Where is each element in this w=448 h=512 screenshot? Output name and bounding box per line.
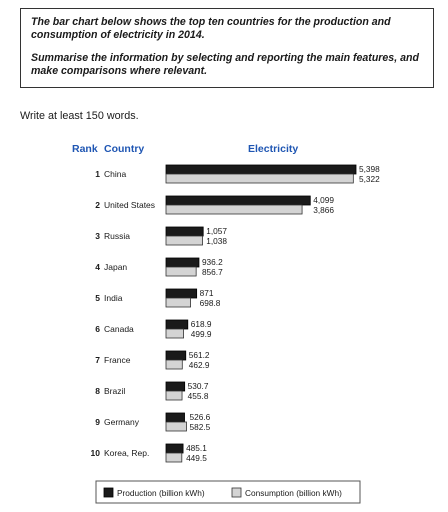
production-bar [165, 381, 186, 392]
rank-header: Rank [72, 143, 98, 155]
country-header: Country [104, 143, 144, 155]
country-label: Germany [104, 417, 140, 427]
production-value-label: 5,398 [359, 164, 380, 174]
rank-label: 3 [95, 231, 100, 241]
production-value-label: 561.2 [189, 350, 210, 360]
country-label: India [104, 293, 123, 303]
consumption-bar [165, 266, 197, 277]
consumption-bar [165, 390, 183, 401]
consumption-bar [165, 421, 187, 432]
consumption-bar [165, 452, 183, 463]
consumption-value-label: 1,038 [206, 236, 227, 246]
country-label: United States [104, 200, 155, 210]
task-prompt-box: The bar chart below shows the top ten co… [20, 8, 434, 88]
production-value-label: 871 [200, 288, 214, 298]
consumption-bar [165, 297, 191, 308]
consumption-value-label: 499.9 [191, 329, 212, 339]
electricity-header: Electricity [248, 143, 298, 155]
task-instructions: Summarise the information by selecting a… [31, 52, 419, 77]
legend-production-label: Production (billion kWh) [117, 488, 205, 498]
legend-consumption-label: Consumption (billion kWh) [245, 488, 342, 498]
consumption-value-label: 856.7 [202, 267, 223, 277]
production-value-label: 936.2 [202, 257, 223, 267]
production-bar [165, 164, 357, 175]
rank-label: 4 [95, 262, 100, 272]
production-bar [165, 319, 189, 330]
country-label: Brazil [104, 386, 125, 396]
consumption-bar [165, 328, 184, 339]
consumption-value-label: 462.9 [189, 360, 210, 370]
production-value-label: 485.1 [186, 443, 207, 453]
consumption-value-label: 582.5 [190, 422, 211, 432]
rank-label: 2 [95, 200, 100, 210]
consumption-bar [165, 204, 303, 215]
task-description: The bar chart below shows the top ten co… [31, 16, 391, 41]
rank-label: 5 [95, 293, 100, 303]
consumption-bar [165, 173, 354, 184]
production-bar [165, 350, 187, 361]
production-bar [165, 257, 200, 268]
consumption-value-label: 455.8 [188, 391, 209, 401]
consumption-value-label: 449.5 [186, 453, 207, 463]
legend-production-swatch [103, 487, 114, 498]
country-label: Japan [104, 262, 127, 272]
production-value-label: 526.6 [190, 412, 211, 422]
production-bar [165, 288, 198, 299]
consumption-value-label: 698.8 [200, 298, 221, 308]
production-value-label: 1,057 [206, 226, 227, 236]
legend-consumption-swatch [231, 487, 242, 498]
word-count-instruction: Write at least 150 words. [20, 110, 139, 122]
country-label: Canada [104, 324, 134, 334]
consumption-value-label: 5,322 [359, 174, 380, 184]
production-bar [165, 443, 184, 454]
rank-label: 8 [95, 386, 100, 396]
consumption-bar [165, 235, 203, 246]
consumption-value-label: 3,866 [313, 205, 334, 215]
production-bar [165, 195, 311, 206]
production-value-label: 4,099 [313, 195, 334, 205]
rank-label: 10 [91, 448, 101, 458]
country-label: France [104, 355, 131, 365]
production-bar [165, 412, 185, 423]
rank-label: 9 [95, 417, 100, 427]
consumption-bar [165, 359, 183, 370]
country-label: China [104, 169, 126, 179]
rank-label: 1 [95, 169, 100, 179]
legend-box [95, 480, 361, 504]
country-label: Russia [104, 231, 130, 241]
country-label: Korea, Rep. [104, 448, 149, 458]
rank-label: 6 [95, 324, 100, 334]
rank-label: 7 [95, 355, 100, 365]
production-value-label: 618.9 [191, 319, 212, 329]
production-bar [165, 226, 204, 237]
production-value-label: 530.7 [188, 381, 209, 391]
